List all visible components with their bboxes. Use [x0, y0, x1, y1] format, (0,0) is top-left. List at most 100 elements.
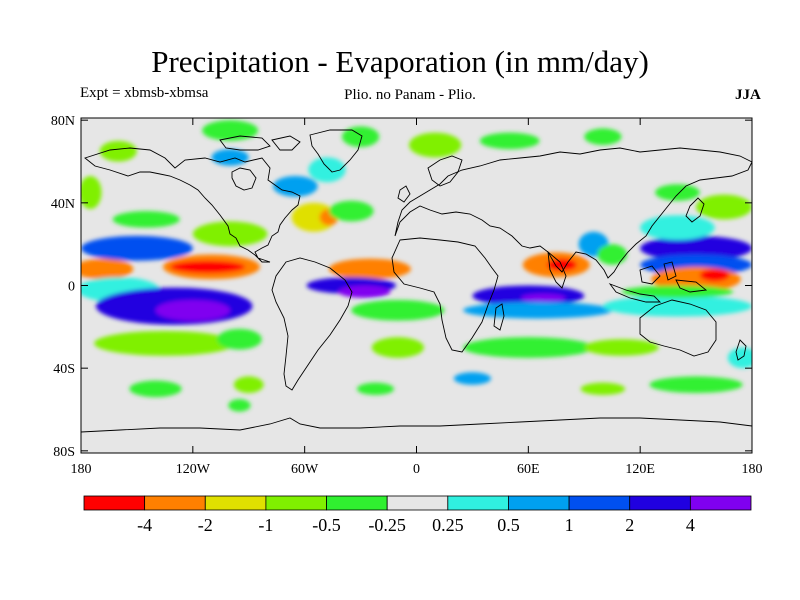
experiment-label: Expt = xbmsb-xbmsa	[80, 85, 209, 101]
lon-tick-label: 120W	[176, 462, 211, 477]
field-region	[655, 184, 700, 201]
lon-tick-label: 60W	[291, 462, 319, 477]
colorbar-swatch	[508, 495, 570, 511]
field-region	[520, 293, 566, 303]
subtitle: Plio. no Panam - Plio.	[344, 87, 476, 103]
field-region	[81, 235, 193, 261]
colorbar-label: -0.25	[368, 515, 406, 535]
field-region	[602, 295, 752, 317]
field-region	[356, 382, 395, 396]
japan-coast	[685, 197, 705, 223]
colorbar-label: -4	[137, 515, 152, 535]
field-region	[155, 299, 231, 321]
field-region	[699, 268, 730, 282]
field-region	[94, 330, 236, 356]
colorbar-swatch	[265, 495, 327, 511]
scandinavia-coast	[427, 155, 463, 187]
field-region	[371, 337, 424, 358]
map-background	[81, 118, 752, 453]
north-america-coast	[84, 147, 301, 263]
lon-tick-label: 0	[413, 462, 420, 477]
lon-tick-label: 180	[71, 462, 92, 477]
field-region	[351, 299, 445, 321]
colorbar-swatch	[326, 495, 388, 511]
field-region	[99, 140, 137, 162]
pe-anomaly-field	[81, 120, 752, 412]
lat-tick-label: 40S	[53, 362, 75, 377]
field-region	[640, 215, 715, 241]
british-isles-coast	[397, 185, 411, 203]
field-region	[308, 157, 346, 183]
india-coast	[547, 250, 567, 289]
field-region	[129, 380, 182, 398]
field-region	[170, 260, 246, 274]
field-region	[228, 399, 251, 412]
south-america-coast	[271, 257, 353, 391]
field-region	[640, 235, 752, 261]
field-region	[479, 132, 540, 150]
lat-tick-label: 80N	[51, 114, 75, 129]
lat-tick-label: 0	[68, 280, 75, 295]
colorbar-swatch	[689, 495, 752, 511]
field-region	[338, 285, 391, 298]
longitude-axis: 180 120W 60W 0 60E 120E 180	[71, 118, 763, 477]
colorbar-swatch	[144, 495, 206, 511]
field-region	[453, 372, 492, 385]
field-region	[597, 244, 628, 265]
australia-coast	[639, 299, 717, 357]
africa-coast	[391, 237, 499, 353]
colorbar: -4 -2 -1 -0.5 -0.25 0.25 0.5 1 2 4	[83, 495, 752, 535]
lon-tick-label: 60E	[517, 462, 540, 477]
southeast-asia-islands-coast	[608, 261, 708, 303]
colorbar-label: -0.5	[312, 515, 341, 535]
colorbar-label: 0.25	[432, 515, 464, 535]
new-zealand-coast	[735, 339, 747, 361]
colorbar-label: 2	[625, 515, 634, 535]
plot-title: Precipitation - Evaporation (in mm/day)	[151, 44, 649, 79]
field-region	[112, 211, 180, 228]
field-region	[584, 339, 659, 356]
colorbar-swatch	[447, 495, 509, 511]
field-region	[696, 194, 752, 220]
field-region	[217, 328, 262, 350]
field-region	[202, 120, 259, 141]
arctic-islands-coast	[219, 135, 301, 151]
field-region	[328, 258, 411, 280]
colorbar-label: 1	[565, 515, 574, 535]
eurasia-coast	[394, 147, 752, 279]
hudson-bay-coast	[231, 167, 257, 191]
field-region	[81, 175, 102, 210]
field-region	[409, 132, 462, 158]
field-region	[621, 285, 734, 298]
antarctica-coast	[81, 417, 752, 433]
lon-tick-label: 120E	[625, 462, 655, 477]
field-region	[272, 175, 318, 197]
colorbar-label: 4	[686, 515, 695, 535]
coastlines	[81, 129, 752, 433]
field-region	[81, 258, 134, 280]
lat-tick-label: 40N	[51, 197, 75, 212]
field-region	[546, 258, 577, 272]
colorbar-swatch	[204, 495, 267, 511]
field-region	[727, 347, 752, 369]
colorbar-label: -2	[198, 515, 213, 535]
lat-tick-label: 80S	[53, 445, 75, 460]
greenland-coast	[309, 129, 363, 173]
colorbar-swatch	[629, 495, 691, 511]
colorbar-swatch	[83, 495, 146, 511]
field-region	[463, 302, 613, 319]
latitude-axis: 80N 40N 0 40S 80S	[51, 114, 752, 460]
lon-tick-label: 180	[742, 462, 763, 477]
field-region	[584, 128, 622, 145]
season-label: JJA	[735, 87, 761, 103]
field-region	[233, 376, 264, 393]
field-region	[580, 382, 626, 396]
field-region	[211, 149, 249, 166]
field-region	[463, 337, 594, 358]
madagascar-coast	[493, 303, 505, 331]
field-region	[341, 126, 380, 148]
colorbar-swatch	[568, 495, 631, 511]
field-region	[328, 200, 374, 222]
colorbar-label: 0.5	[497, 515, 520, 535]
